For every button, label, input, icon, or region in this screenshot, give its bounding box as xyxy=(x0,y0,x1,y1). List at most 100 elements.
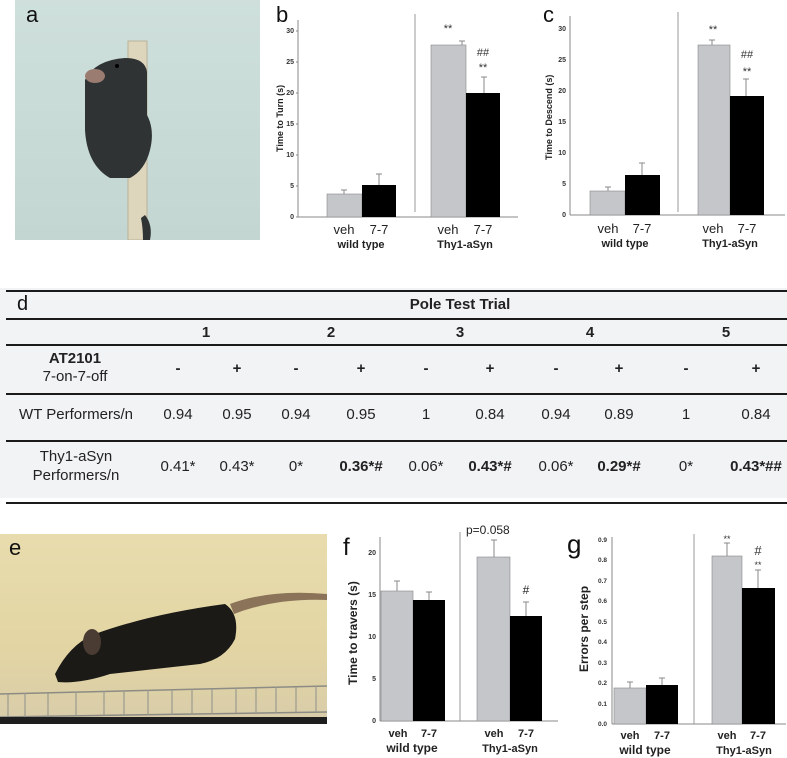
ytick: 5 xyxy=(290,183,294,190)
group-label: wild type xyxy=(385,741,438,755)
ytick: 0 xyxy=(562,212,566,219)
bar-wt-treated xyxy=(362,185,396,217)
panel-letter-b: b xyxy=(276,2,289,27)
treatment-sign: - xyxy=(423,360,429,377)
ytick: 0.1 xyxy=(598,701,607,708)
ytick: 0 xyxy=(290,214,294,221)
bar-thy1-veh xyxy=(476,556,511,722)
x-label: veh xyxy=(621,730,640,742)
ytick: 10 xyxy=(286,152,294,159)
treatment-sign: - xyxy=(553,360,559,377)
table-rule xyxy=(6,502,787,504)
chart-time-to-turn: 0 5 10 15 20 25 30 Time to Turn (s) ** #… xyxy=(275,14,518,250)
treatment-sign: + xyxy=(232,360,242,377)
mouse-on-pole-illustration xyxy=(85,40,152,240)
treatment-sublabel: 7-on-7-off xyxy=(42,368,108,385)
group-label: Thy1-aSyn xyxy=(482,743,538,755)
x-label: veh xyxy=(718,730,737,742)
annotation-sig: ## xyxy=(477,47,490,59)
group-label: wild type xyxy=(618,743,671,757)
group-label: Thy1-aSyn xyxy=(437,239,493,250)
ytick: 0.8 xyxy=(598,557,607,564)
y-axis-label: Time to Turn (s) xyxy=(275,85,285,152)
x-label: 7-7 xyxy=(421,728,437,740)
table-rule xyxy=(6,318,787,320)
x-label: 7-7 xyxy=(654,730,670,742)
x-label: 7-7 xyxy=(518,728,534,740)
ytick: 15 xyxy=(286,121,294,128)
table-cell: 0.36*# xyxy=(339,458,383,475)
x-label: 7-7 xyxy=(738,221,757,236)
table-cell: 0.95 xyxy=(222,406,252,423)
treatment-sign: + xyxy=(751,360,761,377)
treatment-label: AT2101 xyxy=(48,350,102,367)
annotation-pvalue: p=0.058 xyxy=(466,523,510,537)
mouse-on-beam-illustration xyxy=(0,592,327,724)
table-rule xyxy=(6,440,787,442)
table-cell: 0.94 xyxy=(541,406,571,423)
table-cell: 0.94 xyxy=(163,406,193,423)
ytick: 0.5 xyxy=(598,619,607,626)
bar-wt-treated xyxy=(646,685,678,724)
table-cell: 0* xyxy=(678,458,694,475)
ytick: 25 xyxy=(558,57,566,64)
ytick: 10 xyxy=(368,634,376,641)
y-axis-label: Time to travers (s) xyxy=(346,581,360,685)
x-label: veh xyxy=(389,728,408,740)
ytick: 20 xyxy=(368,550,376,557)
ytick: 15 xyxy=(368,592,376,599)
row-label-thy1: Thy1-aSyn xyxy=(39,448,113,465)
table-title: Pole Test Trial xyxy=(409,296,511,313)
table-cell: 0.94 xyxy=(281,406,311,423)
ytick: 20 xyxy=(558,88,566,95)
x-label: 7-7 xyxy=(633,221,652,236)
ytick: 30 xyxy=(558,26,566,33)
trial-header: 1 xyxy=(201,324,211,341)
x-label: veh xyxy=(598,221,619,236)
table-cell: 0.84 xyxy=(475,406,505,423)
annotation-sig: ** xyxy=(444,23,453,35)
ytick: 0.4 xyxy=(598,639,607,646)
table-cell: 1 xyxy=(681,406,691,423)
group-label: Thy1-aSyn xyxy=(702,238,758,250)
x-label: veh xyxy=(703,221,724,236)
panel-letter-d: d xyxy=(17,293,29,315)
ytick: 10 xyxy=(558,150,566,157)
x-label: 7-7 xyxy=(370,222,389,237)
trial-header: 3 xyxy=(455,324,465,341)
table-cell: 0.41* xyxy=(160,458,196,475)
annotation-sig: ## xyxy=(741,49,754,61)
bar-wt-veh xyxy=(589,190,626,216)
ytick: 25 xyxy=(286,59,294,66)
photo-mouse-pole xyxy=(15,0,260,240)
ytick: 30 xyxy=(286,28,294,35)
group-label: wild type xyxy=(600,238,648,250)
annotation-sig: ** xyxy=(743,66,752,78)
annotation-sig: # xyxy=(754,543,762,558)
y-axis-label: Errors per step xyxy=(577,586,591,672)
table-cell: 0.06* xyxy=(408,458,444,475)
panel-letter-f: f xyxy=(343,534,350,561)
x-label: 7-7 xyxy=(474,222,493,237)
annotation-sig: ** xyxy=(709,24,718,36)
annotation-sig: ** xyxy=(479,62,488,74)
bar-wt-veh xyxy=(613,687,647,725)
chart-time-to-traverse: 0 5 10 15 20 Time to travers (s) p=0.058… xyxy=(346,523,558,755)
treatment-sign: + xyxy=(356,360,366,377)
bar-thy1-treated xyxy=(742,588,775,724)
table-cell: 0.84 xyxy=(741,406,771,423)
ytick: 15 xyxy=(558,119,566,126)
bar-thy1-veh xyxy=(430,44,467,218)
table-cell: 0.95 xyxy=(346,406,376,423)
bar-wt-veh xyxy=(326,193,363,218)
ytick: 0.7 xyxy=(598,578,607,585)
chart-errors-per-step: 0.0 0.1 0.2 0.3 0.4 0.5 0.6 0.7 0.8 0.9 … xyxy=(577,534,786,757)
table-cell: 0.43*# xyxy=(468,458,512,475)
table-cell: 1 xyxy=(421,406,431,423)
x-label: veh xyxy=(334,222,355,237)
bar-thy1-veh xyxy=(711,555,743,725)
ytick: 0 xyxy=(372,718,376,725)
row-label-wt: WT Performers/n xyxy=(19,406,133,423)
ytick: 20 xyxy=(286,90,294,97)
ytick: 0.2 xyxy=(598,680,607,687)
